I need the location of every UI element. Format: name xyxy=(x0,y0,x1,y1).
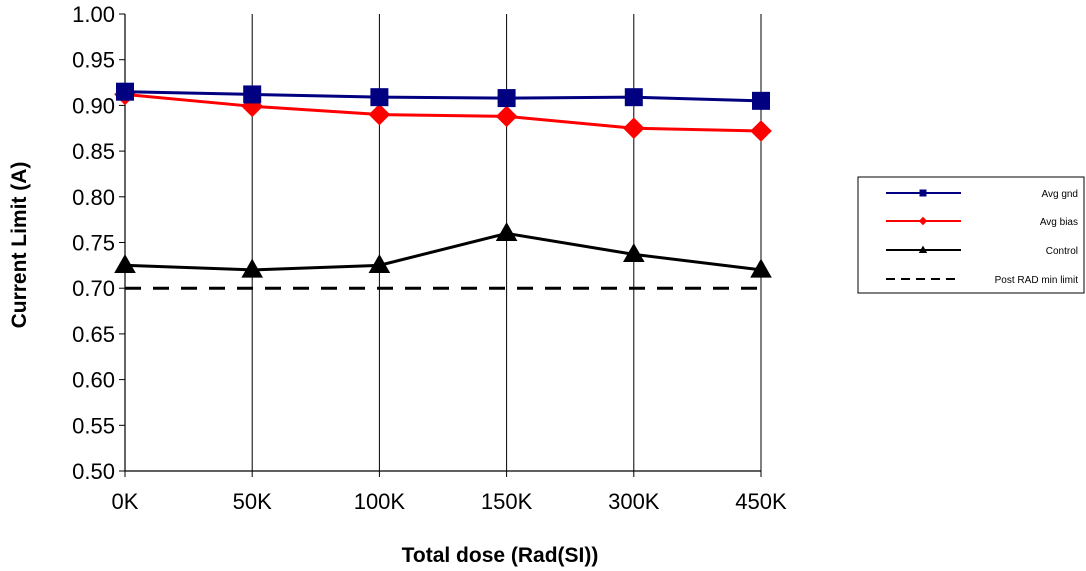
legend-box xyxy=(857,176,1085,294)
data-point-diamond xyxy=(495,105,518,128)
x-tick-label: 100K xyxy=(354,489,406,514)
data-point-triangle xyxy=(241,258,263,278)
data-point-square xyxy=(370,88,389,107)
data-point-square xyxy=(752,91,770,110)
series-lines xyxy=(114,82,772,290)
data-point-square xyxy=(116,82,134,101)
legend-label: Avg gnd xyxy=(1041,189,1078,200)
y-tick-label: 0.70 xyxy=(72,276,115,301)
legend-label: Control xyxy=(1046,246,1078,257)
x-tick-label: 150K xyxy=(481,489,533,514)
x-tick-label: 0K xyxy=(112,489,139,514)
data-point-diamond xyxy=(368,103,391,126)
y-axis-title: Current Limit (A) xyxy=(8,162,31,329)
legend-item: Avg gnd xyxy=(886,189,1078,200)
x-tick-label: 450K xyxy=(735,489,787,514)
legend-item: Avg bias xyxy=(886,216,1078,228)
y-tick-label: 0.90 xyxy=(72,93,115,118)
legend-item: Control xyxy=(886,245,1078,257)
y-tick-label: 0.55 xyxy=(72,413,115,438)
data-point-diamond xyxy=(750,120,772,142)
x-tick-label: 300K xyxy=(608,489,660,514)
data-point-diamond xyxy=(918,216,928,226)
x-axis-title: Total dose (Rad(SI)) xyxy=(402,544,599,567)
data-point-square xyxy=(919,189,927,197)
data-point-square xyxy=(624,88,643,107)
data-point-triangle xyxy=(495,222,518,242)
series-control xyxy=(114,222,772,278)
legend-label: Avg bias xyxy=(1040,217,1078,228)
y-tick-label: 0.50 xyxy=(72,459,115,484)
data-point-triangle xyxy=(750,258,772,278)
legend: Avg gnd Avg bias Control Post RAD min limit xyxy=(857,176,1085,294)
data-point-square xyxy=(497,89,516,108)
data-point-diamond xyxy=(623,117,645,140)
series-avg-gnd xyxy=(116,82,770,110)
x-tick-label: 50K xyxy=(233,489,272,514)
axes xyxy=(119,13,762,477)
series-line xyxy=(124,90,762,103)
data-point-triangle xyxy=(368,254,391,273)
y-tick-label: 0.80 xyxy=(72,185,115,210)
legend-label: Post RAD min limit xyxy=(995,275,1079,286)
grid-lines xyxy=(251,14,762,471)
legend-item: Post RAD min limit xyxy=(886,275,1078,286)
series-line xyxy=(124,92,762,133)
data-point-triangle xyxy=(623,243,645,263)
series-line xyxy=(124,231,762,272)
y-tick-label: 1.00 xyxy=(72,2,115,27)
data-point-diamond xyxy=(241,95,263,118)
data-point-triangle xyxy=(918,245,928,253)
y-tick-label: 0.85 xyxy=(72,139,115,164)
y-tick-label: 0.95 xyxy=(72,48,115,73)
y-tick-label: 0.75 xyxy=(72,231,115,256)
data-point-square xyxy=(243,85,262,104)
tick-labels: 0.50 0.55 0.60 0.65 0.70 0.75 0.80 0.85 0.90 0.95… xyxy=(72,2,787,514)
y-tick-label: 0.60 xyxy=(72,368,115,393)
data-point-triangle xyxy=(114,254,136,273)
y-tick-label: 0.65 xyxy=(72,322,115,347)
